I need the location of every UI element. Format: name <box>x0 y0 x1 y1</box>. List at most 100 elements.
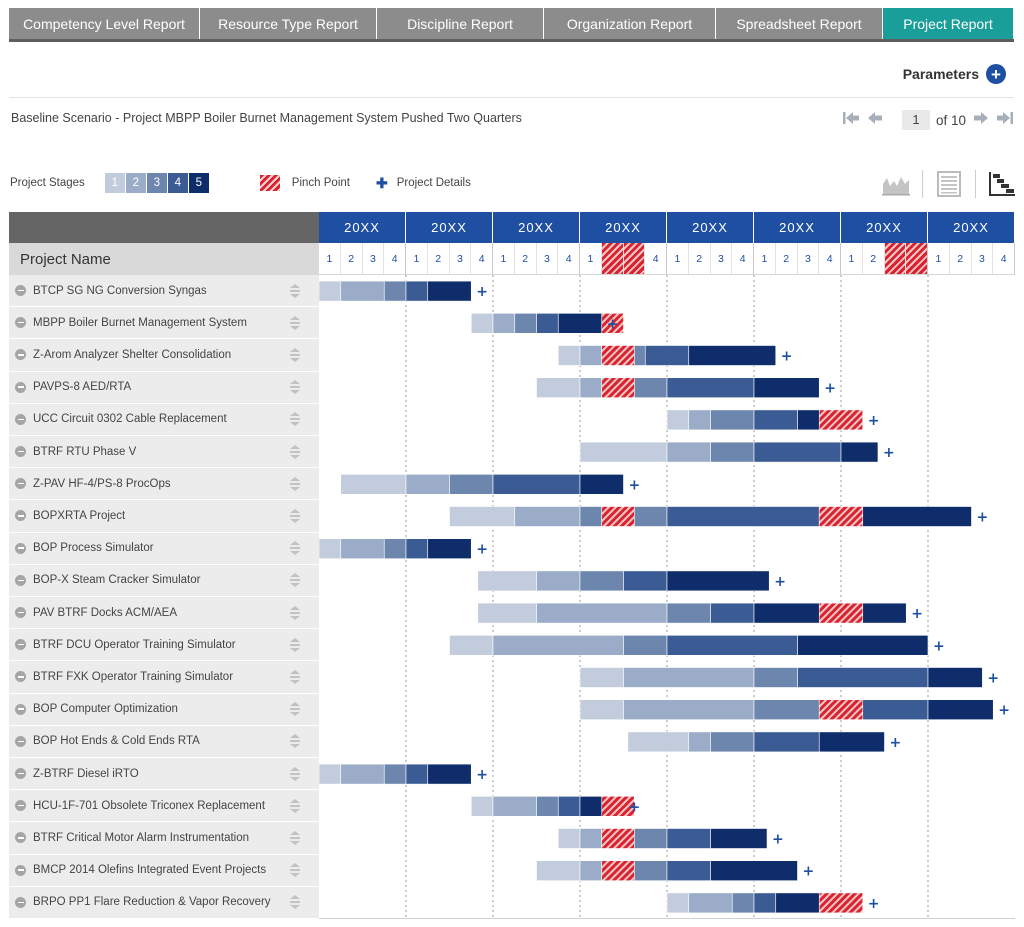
collapse-icon[interactable] <box>15 800 26 812</box>
project-details-plus-icon[interactable]: + <box>987 671 999 687</box>
stage-5-bar[interactable] <box>840 441 879 463</box>
stage-1-bar[interactable] <box>536 860 581 882</box>
stage-1-bar[interactable] <box>477 602 537 624</box>
stage-3-bar[interactable] <box>710 731 755 753</box>
gantt-chart-icon[interactable] <box>986 170 1018 198</box>
stage-5-bar[interactable] <box>688 345 777 366</box>
collapse-icon[interactable] <box>15 349 26 361</box>
next-page-icon[interactable] <box>972 111 990 129</box>
stage-4-bar[interactable] <box>405 280 429 302</box>
project-row[interactable]: BRPO PP1 Flare Reduction & Vapor Recover… <box>9 886 319 919</box>
stage-2-bar[interactable] <box>492 795 537 817</box>
collapse-icon[interactable] <box>15 864 26 876</box>
project-details-plus-icon[interactable]: + <box>629 799 641 815</box>
stage-5-bar[interactable] <box>927 667 983 688</box>
stage-2-bar[interactable] <box>623 667 755 688</box>
pinch-point-bar[interactable] <box>601 506 635 527</box>
project-details-plus-icon[interactable]: + <box>977 510 989 526</box>
project-details-plus-icon[interactable]: + <box>824 381 836 397</box>
drag-handle-icon[interactable] <box>289 702 301 717</box>
collapse-icon[interactable] <box>15 478 26 490</box>
last-page-icon[interactable] <box>996 111 1014 129</box>
stage-5-bar[interactable] <box>797 634 929 656</box>
stage-1-bar[interactable] <box>449 634 494 656</box>
pinch-point-bar[interactable] <box>601 345 635 366</box>
drag-handle-icon[interactable] <box>289 573 301 588</box>
stage-1-bar[interactable] <box>319 280 342 302</box>
stage-4-bar[interactable] <box>753 892 777 914</box>
stage-1-bar[interactable] <box>579 667 624 688</box>
stage-2-bar[interactable] <box>688 409 711 431</box>
pinch-point-bar[interactable] <box>601 377 635 398</box>
stage-4-bar[interactable] <box>405 538 429 560</box>
stage-3-bar[interactable] <box>579 506 603 527</box>
page-number-input[interactable]: 1 <box>901 110 930 130</box>
stage-5-bar[interactable] <box>710 828 768 849</box>
project-details-plus-icon[interactable]: + <box>772 832 784 848</box>
drag-handle-icon[interactable] <box>289 412 301 427</box>
stage-2-bar[interactable] <box>492 634 624 656</box>
stage-4-bar[interactable] <box>753 441 842 463</box>
tab-discipline-report[interactable]: Discipline Report <box>377 8 544 39</box>
project-name-header[interactable]: Project Name <box>9 243 319 275</box>
collapse-icon[interactable] <box>15 542 26 554</box>
drag-handle-icon[interactable] <box>289 541 301 556</box>
project-details-plus-icon[interactable]: + <box>476 767 488 783</box>
stage-1-bar[interactable] <box>579 699 624 721</box>
stage-1-bar[interactable] <box>319 538 342 560</box>
collapse-icon[interactable] <box>15 639 26 651</box>
collapse-icon[interactable] <box>15 607 26 619</box>
stage-2-bar[interactable] <box>666 441 711 463</box>
stage-2-bar[interactable] <box>340 280 385 302</box>
pinch-point-bar[interactable] <box>818 409 864 431</box>
drag-handle-icon[interactable] <box>289 798 301 813</box>
pinch-point-bar[interactable] <box>601 795 635 817</box>
project-details-plus-icon[interactable]: + <box>476 284 488 300</box>
collapse-icon[interactable] <box>15 413 26 425</box>
stage-1-bar[interactable] <box>470 795 494 817</box>
collapse-icon[interactable] <box>15 832 26 844</box>
drag-handle-icon[interactable] <box>289 508 301 523</box>
stage-3-bar[interactable] <box>753 667 798 688</box>
stage-2-bar[interactable] <box>623 699 755 721</box>
collapse-icon[interactable] <box>15 703 26 715</box>
drag-handle-icon[interactable] <box>289 895 301 910</box>
collapse-icon[interactable] <box>15 735 26 747</box>
project-details-plus-icon[interactable]: + <box>607 316 619 332</box>
drag-handle-icon[interactable] <box>289 476 301 491</box>
stage-2-bar[interactable] <box>340 763 385 785</box>
project-row[interactable]: BOP Process Simulator <box>9 532 319 565</box>
drag-handle-icon[interactable] <box>289 605 301 620</box>
drag-handle-icon[interactable] <box>289 669 301 684</box>
stage-1-bar[interactable] <box>666 409 690 431</box>
project-details-plus-icon[interactable]: + <box>998 703 1010 719</box>
stage-1-bar[interactable] <box>666 892 690 914</box>
project-details-plus-icon[interactable]: + <box>911 606 923 622</box>
stage-3-bar[interactable] <box>710 409 755 431</box>
project-row[interactable]: Z-BTRF Diesel iRTO <box>9 758 319 791</box>
stage-5-bar[interactable] <box>818 731 885 753</box>
stage-3-bar[interactable] <box>579 570 624 592</box>
project-row[interactable]: BTRF RTU Phase V <box>9 436 319 469</box>
stage-1-bar[interactable] <box>470 312 494 334</box>
project-row[interactable]: BOP-X Steam Cracker Simulator <box>9 564 319 597</box>
stage-3-bar[interactable] <box>753 699 820 721</box>
stage-1-bar[interactable] <box>536 377 581 398</box>
first-page-icon[interactable] <box>842 111 860 129</box>
stage-2-bar[interactable] <box>514 506 581 527</box>
drag-handle-icon[interactable] <box>289 283 301 298</box>
stage-2-bar[interactable] <box>579 345 603 366</box>
stage-5-bar[interactable] <box>427 280 472 302</box>
stage-1-bar[interactable] <box>627 731 690 753</box>
project-row[interactable]: UCC Circuit 0302 Cable Replacement <box>9 403 319 436</box>
collapse-icon[interactable] <box>15 317 26 329</box>
stage-2-bar[interactable] <box>492 312 516 334</box>
tab-spreadsheet-report[interactable]: Spreadsheet Report <box>716 8 883 39</box>
pinch-point-bar[interactable] <box>601 828 635 849</box>
collapse-icon[interactable] <box>15 896 26 908</box>
stage-4-bar[interactable] <box>710 602 755 624</box>
project-row[interactable]: PAV BTRF Docks ACM/AEA <box>9 597 319 630</box>
drag-handle-icon[interactable] <box>289 734 301 749</box>
stage-1-bar[interactable] <box>579 441 668 463</box>
stage-3-bar[interactable] <box>514 312 537 334</box>
